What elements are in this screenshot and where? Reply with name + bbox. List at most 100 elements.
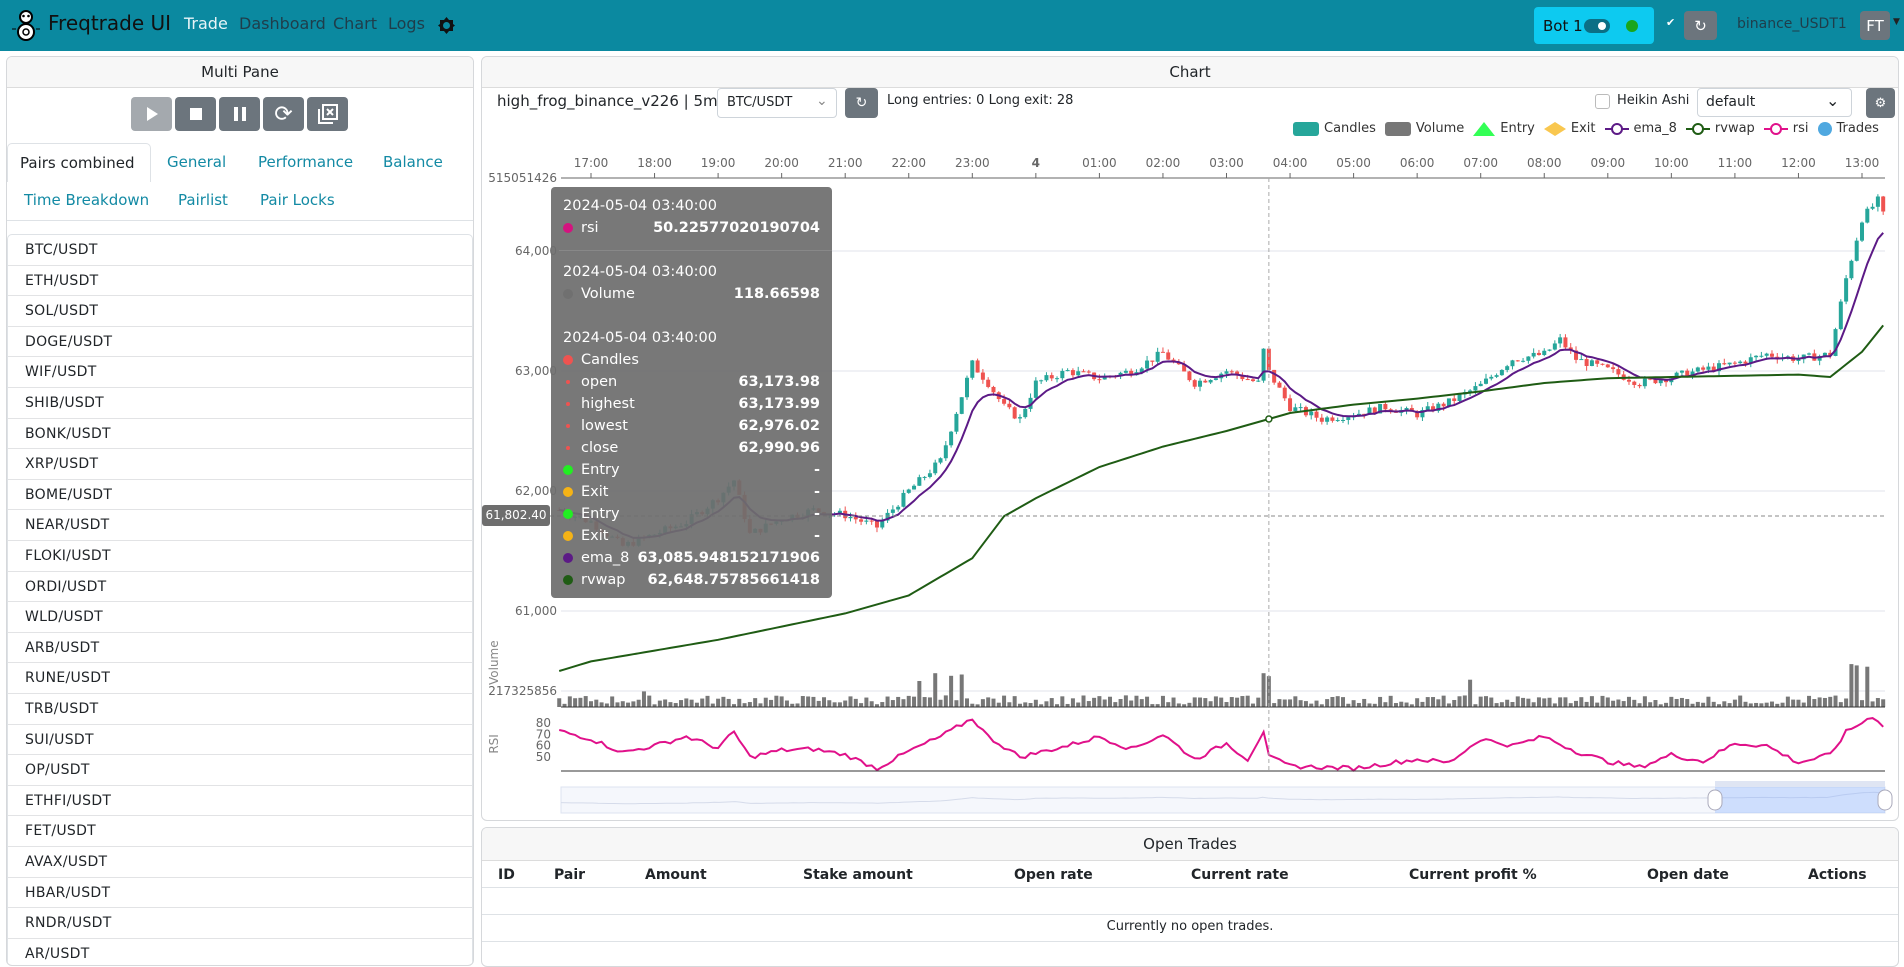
bot-selector[interactable]: Bot 1 (1534, 7, 1654, 44)
nav-logs[interactable]: Logs (388, 14, 425, 33)
refresh-chart-button[interactable]: ↻ (845, 88, 878, 118)
signal-dot-icon (563, 487, 573, 497)
theme-toggle-icon[interactable] (438, 17, 455, 34)
plot-settings-button[interactable]: ⚙ (1866, 88, 1895, 118)
plot-config-select[interactable]: default ⌄ (1697, 88, 1852, 117)
pair-list-item[interactable]: SUI/USDT (8, 723, 472, 755)
pair-list-item[interactable]: RNDR/USDT (8, 907, 472, 938)
column-header[interactable]: Stake amount (803, 867, 913, 883)
pair-select[interactable]: BTC/USDT ⌄ (717, 88, 837, 118)
volume-bar (1727, 703, 1732, 707)
column-header[interactable]: Open date (1647, 867, 1729, 883)
pair-list-item[interactable]: DOGE/USDT (8, 325, 472, 357)
volume-bar (912, 696, 917, 707)
candle-body (1060, 370, 1065, 379)
bot-toggle[interactable] (1584, 19, 1610, 33)
volume-bar (1404, 702, 1409, 707)
rvwap-legend-icon (1685, 122, 1710, 136)
pair-list-item[interactable]: WIF/USDT (8, 356, 472, 387)
label: Entry (581, 506, 620, 522)
volume-bar (1574, 700, 1579, 707)
legend-item-ema_8[interactable]: ema_8 (1604, 121, 1677, 136)
data-zoom-track (560, 786, 1886, 814)
pair-list-item[interactable]: BOME/USDT (8, 478, 472, 510)
nav-chart[interactable]: Chart (333, 14, 377, 33)
column-header[interactable]: ID (498, 867, 515, 883)
pair-list-item[interactable]: SHIB/USDT (8, 387, 472, 418)
candle-body (1282, 387, 1287, 399)
pair-list-item[interactable]: BONK/USDT (8, 417, 472, 449)
force-exit-all-button[interactable] (307, 97, 348, 131)
open-trades-card: Open Trades Currently no open trades. (481, 827, 1899, 967)
pair-list-item[interactable]: RUNE/USDT (8, 662, 472, 693)
x-tick-label: 23:00 (955, 156, 990, 170)
pair-list-item[interactable]: AVAX/USDT (8, 846, 472, 877)
volume-bar (700, 698, 705, 707)
pair-list-item[interactable]: OP/USDT (8, 754, 472, 785)
pair-list-item[interactable]: ETH/USDT (8, 264, 472, 296)
stop-button[interactable] (175, 97, 216, 131)
tab-general[interactable]: General (167, 153, 227, 171)
tab-time-breakdown[interactable]: Time Breakdown (24, 191, 150, 209)
column-header[interactable]: Pair (554, 867, 586, 883)
label: Candles (581, 352, 639, 368)
tab-performance[interactable]: Performance (258, 153, 354, 171)
tab-pairlist[interactable]: Pairlist (178, 191, 228, 209)
data-zoom-handle[interactable] (1877, 789, 1893, 811)
start-button[interactable] (131, 97, 172, 131)
user-menu-button[interactable]: FT (1860, 11, 1890, 40)
pair-list-item[interactable]: ETHFI/USDT (8, 784, 472, 816)
pair-list-item[interactable]: TRB/USDT (8, 693, 472, 724)
nav-trade[interactable]: Trade (184, 14, 228, 33)
data-zoom-handle[interactable] (1707, 789, 1723, 811)
legend-item-rsi[interactable]: rsi (1763, 121, 1809, 136)
column-header[interactable]: Current rate (1191, 867, 1289, 883)
volume-bar (1235, 697, 1240, 707)
nav-dashboard[interactable]: Dashboard (239, 14, 326, 33)
tab-pairs-combined[interactable]: Pairs combined (7, 143, 151, 182)
brand-title[interactable]: Freqtrade UI (48, 11, 172, 35)
pause-button[interactable] (219, 97, 260, 131)
refresh-button[interactable]: ↻ (1684, 11, 1717, 40)
pair-list-item[interactable]: ORDI/USDT (8, 570, 472, 602)
legend-item-candles[interactable]: Candles (1293, 121, 1376, 136)
volume-bar (1452, 699, 1457, 707)
column-header[interactable]: Current profit % (1409, 867, 1537, 883)
pair-list-item[interactable]: ARB/USDT (8, 631, 472, 663)
volume-bar (996, 702, 1001, 707)
volume-bar (652, 704, 657, 707)
column-header[interactable]: Actions (1808, 867, 1867, 883)
pair-list-item[interactable]: BTC/USDT (8, 235, 472, 265)
volume-bar (1272, 703, 1277, 707)
pair-list-item[interactable]: NEAR/USDT (8, 509, 472, 540)
volume-bar (1875, 698, 1880, 707)
pair-list-item[interactable]: AR/USDT (8, 937, 472, 965)
caret-down-icon[interactable]: ▼ (1893, 17, 1900, 27)
reload-config-button[interactable]: ⟳ (263, 97, 304, 131)
column-header[interactable]: Amount (645, 867, 707, 883)
tab-pair-locks[interactable]: Pair Locks (260, 191, 335, 209)
legend-item-rvwap[interactable]: rvwap (1685, 121, 1755, 136)
heikin-ashi-checkbox[interactable] (1595, 94, 1610, 109)
pair-list-item[interactable]: FET/USDT (8, 815, 472, 846)
candle-body (1346, 417, 1351, 420)
legend-item-trades[interactable]: Trades (1817, 121, 1879, 136)
pair-list-item[interactable]: WLD/USDT (8, 601, 472, 632)
candle-body (1277, 382, 1282, 388)
pair-list-item[interactable]: SOL/USDT (8, 295, 472, 326)
legend-item-volume[interactable]: Volume (1384, 121, 1464, 136)
volume-bar (1446, 703, 1451, 707)
column-header[interactable]: Open rate (1014, 867, 1093, 883)
legend-item-entry[interactable]: Entry (1473, 121, 1535, 136)
volume-bar (880, 702, 885, 707)
candle-body (1070, 370, 1075, 376)
pair-list-item[interactable]: HBAR/USDT (8, 876, 472, 908)
tab-balance[interactable]: Balance (383, 153, 443, 171)
crosshair-price-label: 61,802.40 (482, 505, 550, 526)
volume-bar (1314, 700, 1319, 707)
pair-list-item[interactable]: FLOKI/USDT (8, 540, 472, 571)
legend-item-exit[interactable]: Exit (1543, 121, 1596, 136)
candle-body (1192, 380, 1197, 387)
pair-list-item[interactable]: XRP/USDT (8, 448, 472, 479)
candle-body (1288, 398, 1293, 412)
